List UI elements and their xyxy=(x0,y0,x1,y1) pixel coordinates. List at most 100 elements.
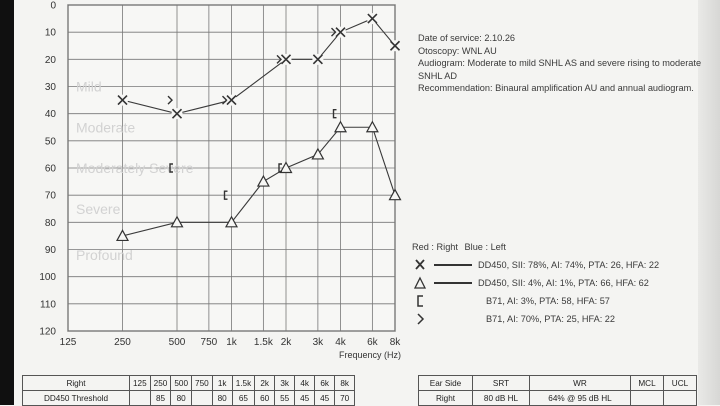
x-tick-label: 3k xyxy=(313,337,325,348)
table-header-cell: 1k xyxy=(211,375,233,391)
triangle-marker xyxy=(224,215,239,228)
x-tick-label: 2k xyxy=(281,337,293,348)
bracket-marker xyxy=(332,108,337,119)
x-marker xyxy=(367,13,378,24)
table-cell: 45 xyxy=(294,390,316,406)
table-row: DD450 Threshold 85 80 80 65 60 55 45 45 … xyxy=(22,390,356,406)
x-tick-label: 8k xyxy=(390,337,402,348)
x-tick-label: 1.5k xyxy=(254,337,274,348)
x-marker xyxy=(312,54,323,65)
triangle-marker xyxy=(365,120,379,133)
triangle-marker xyxy=(256,174,270,187)
audiogram-chart: 0 10 20 30 40 50 60 70 80 90 100 110 120 125 250 500 750… xyxy=(39,1,402,360)
table-header-cell: 3k xyxy=(274,375,296,391)
x-tick-label: 750 xyxy=(201,337,218,348)
date-of-service: Date of service: 2.10.26 xyxy=(418,33,516,43)
x-icon xyxy=(415,259,425,270)
table-cell: 70 xyxy=(334,390,356,406)
table-cell xyxy=(191,390,213,406)
table-cell: 55 xyxy=(274,390,296,406)
triangle-marker xyxy=(115,229,130,242)
legend-header: Red : Right Blue : Left xyxy=(412,242,712,256)
x-tick-label: 1k xyxy=(226,337,238,348)
x-axis-label: Frequency (Hz) xyxy=(339,350,401,360)
legend-red-label: Red : Right xyxy=(412,242,458,252)
legend-text: DD450, SII: 4%, AI: 1%, PTA: 66, HFA: 62 xyxy=(478,278,649,288)
y-tick-label: 70 xyxy=(45,191,57,202)
table-cell xyxy=(129,390,151,406)
table-header-cell: 125 xyxy=(129,375,151,391)
y-tick-label: 20 xyxy=(45,55,57,66)
table-header-cell: 4k xyxy=(294,375,316,391)
otoscopy-note: Otoscopy: WNL AU xyxy=(418,45,497,56)
table-cell: 80 xyxy=(211,390,233,406)
table-header-cell: 750 xyxy=(191,375,213,391)
chevron-marker xyxy=(222,95,228,105)
y-tick-label: 90 xyxy=(45,245,57,256)
legend-text: B71, AI: 3%, PTA: 58, HFA: 57 xyxy=(486,296,610,306)
y-tick-label: 0 xyxy=(50,1,56,12)
y-tick-label: 30 xyxy=(45,82,57,93)
table-cell: DD450 Threshold xyxy=(22,390,130,406)
legend-row-triangle: DD450, SII: 4%, AI: 1%, PTA: 66, HFA: 62 xyxy=(412,274,712,292)
table-cell: 64% @ 95 dB HL xyxy=(529,390,631,406)
legend-line xyxy=(434,282,472,284)
y-tick-label: 50 xyxy=(45,136,57,147)
table-header-cell: MCL xyxy=(630,375,664,391)
table-cell: Right xyxy=(418,390,473,406)
triangle-marker xyxy=(333,120,348,133)
table-cell: 80 dB HL xyxy=(472,390,530,406)
bracket-marker xyxy=(169,163,173,173)
table-row: Right 80 dB HL 64% @ 95 dB HL xyxy=(418,390,697,406)
x-marker xyxy=(280,54,292,65)
symbol-legend: Red : Right Blue : Left DD450, SII: 78%,… xyxy=(412,242,712,328)
severity-band-label: Profound xyxy=(76,247,133,263)
x-tick-label: 500 xyxy=(169,337,186,348)
audiogram-note: Audiogram: Moderate to mild SNHL AS and … xyxy=(418,58,702,81)
legend-row-x: DD450, SII: 78%, AI: 74%, PTA: 26, HFA: … xyxy=(412,256,712,274)
threshold-table: Right 125 250 500 750 1k 1.5k 2k 3k 4k 6… xyxy=(22,375,356,406)
legend-row-chevron: B71, AI: 70%, PTA: 25, HFA: 22 xyxy=(412,310,712,328)
table-header-cell: Ear Side xyxy=(418,375,473,391)
table-header-cell: SRT xyxy=(472,375,530,391)
severity-band-label: Mild xyxy=(76,79,102,95)
chevron-marker xyxy=(276,54,282,64)
y-tick-label: 10 xyxy=(45,28,57,39)
x-marker xyxy=(117,95,128,106)
bracket-marker xyxy=(223,190,228,200)
table-header-cell: 8k xyxy=(334,375,356,391)
table-header-cell: 1.5k xyxy=(231,375,256,391)
legend-text: DD450, SII: 78%, AI: 74%, PTA: 26, HFA: … xyxy=(478,260,660,270)
table-header-cell: Right xyxy=(22,375,130,391)
x-marker xyxy=(171,108,183,119)
legend-blue-label: Blue : Left xyxy=(464,242,506,252)
right-frame-edge xyxy=(698,0,720,405)
triangle-marker xyxy=(388,188,402,201)
table-header-cell: 2k xyxy=(254,375,276,391)
legend-row-bracket: B71, AI: 3%, PTA: 58, HFA: 57 xyxy=(412,292,712,310)
table-header-cell: WR xyxy=(529,375,631,391)
x-tick-label: 125 xyxy=(60,337,77,348)
bracket-marker xyxy=(278,163,282,173)
triangle-marker xyxy=(170,215,184,228)
recommendation-note: Recommendation: Binaural amplification A… xyxy=(418,83,694,94)
chevron-marker xyxy=(331,27,337,37)
table-cell: 85 xyxy=(149,390,172,406)
audiogram-svg: 0 10 20 30 40 50 60 70 80 90 100 110 120 125 250 500 750… xyxy=(39,1,402,360)
table-header-cell: 500 xyxy=(170,375,193,391)
series-line-x xyxy=(122,17,396,115)
table-header-cell: 250 xyxy=(149,375,172,391)
clinical-notes: Date of service: 2.10.26 Otoscopy: WNL A… xyxy=(418,32,703,95)
x-tick-label: 250 xyxy=(114,337,131,348)
y-tick-label: 100 xyxy=(39,272,56,283)
triangle-icon xyxy=(413,276,427,289)
y-tick-label: 120 xyxy=(39,327,56,338)
y-tick-label: 60 xyxy=(45,164,57,175)
x-marker xyxy=(335,27,346,38)
table-header-cell: UCL xyxy=(663,375,697,391)
severity-band-label: Severe xyxy=(76,201,121,217)
severity-band-label: Moderately Severe xyxy=(76,160,194,176)
x-marker xyxy=(389,40,401,51)
legend-text: B71, AI: 70%, PTA: 25, HFA: 22 xyxy=(486,314,616,324)
triangle-marker xyxy=(279,161,293,174)
